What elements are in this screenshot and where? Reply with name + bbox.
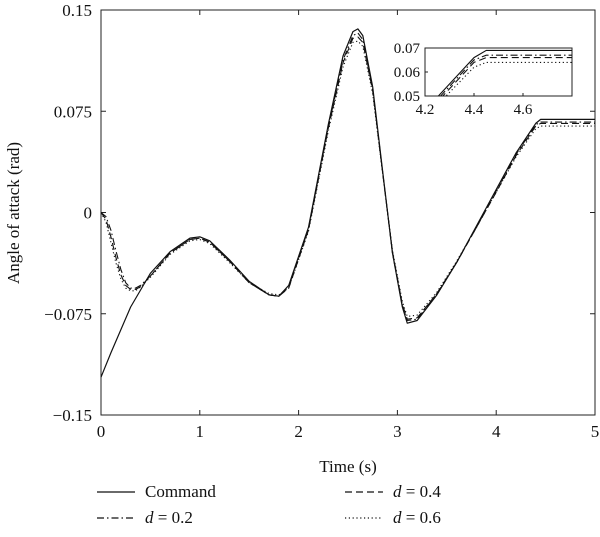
inset-x-ticks: 4.2 4.4 4.6 xyxy=(416,93,533,118)
y-tick-label: −0.15 xyxy=(53,406,92,425)
legend-item-d-0-4: d = 0.4 xyxy=(345,482,441,501)
legend-label: Command xyxy=(145,482,216,501)
legend: Command d = 0.4 d = 0.2 d = 0.6 xyxy=(97,482,441,527)
inset-plot: 4.2 4.4 4.6 0.05 0.06 0.07 xyxy=(394,41,573,118)
legend-label: d = 0.2 xyxy=(145,508,193,527)
x-axis-ticks: 0 1 2 3 4 5 xyxy=(97,10,600,441)
inset-y-tick-label: 0.05 xyxy=(394,89,420,105)
x-axis-label: Time (s) xyxy=(319,457,376,476)
inset-x-tick-label: 4.4 xyxy=(465,102,484,118)
series-lines xyxy=(100,28,595,378)
legend-item-d-0-2: d = 0.2 xyxy=(97,508,193,527)
inset-x-tick-label: 4.6 xyxy=(514,102,533,118)
legend-item-command: Command xyxy=(97,482,216,501)
legend-label: d = 0.4 xyxy=(393,482,441,501)
y-tick-label: 0.075 xyxy=(54,102,92,121)
x-tick-label: 1 xyxy=(196,422,205,441)
inset-y-tick-label: 0.06 xyxy=(394,65,421,81)
inset-x-tick-label: 4.2 xyxy=(416,102,435,118)
x-tick-label: 0 xyxy=(97,422,106,441)
series-line-command xyxy=(100,28,595,378)
y-tick-label: −0.075 xyxy=(44,305,92,324)
y-tick-label: 0 xyxy=(84,204,93,223)
y-axis-label: Angle of attack (rad) xyxy=(4,142,23,284)
x-tick-label: 2 xyxy=(294,422,303,441)
x-tick-label: 4 xyxy=(492,422,501,441)
legend-item-d-0-6: d = 0.6 xyxy=(345,508,441,527)
legend-label: d = 0.6 xyxy=(393,508,441,527)
inset-y-ticks: 0.05 0.06 0.07 xyxy=(394,41,428,105)
y-tick-label: 0.15 xyxy=(62,1,92,20)
inset-y-tick-label: 0.07 xyxy=(394,41,421,57)
x-tick-label: 5 xyxy=(591,422,600,441)
plot-area: 0 1 2 3 4 5 −0.15 −0.075 0 0.075 0.15 xyxy=(44,1,599,441)
x-tick-label: 3 xyxy=(393,422,402,441)
